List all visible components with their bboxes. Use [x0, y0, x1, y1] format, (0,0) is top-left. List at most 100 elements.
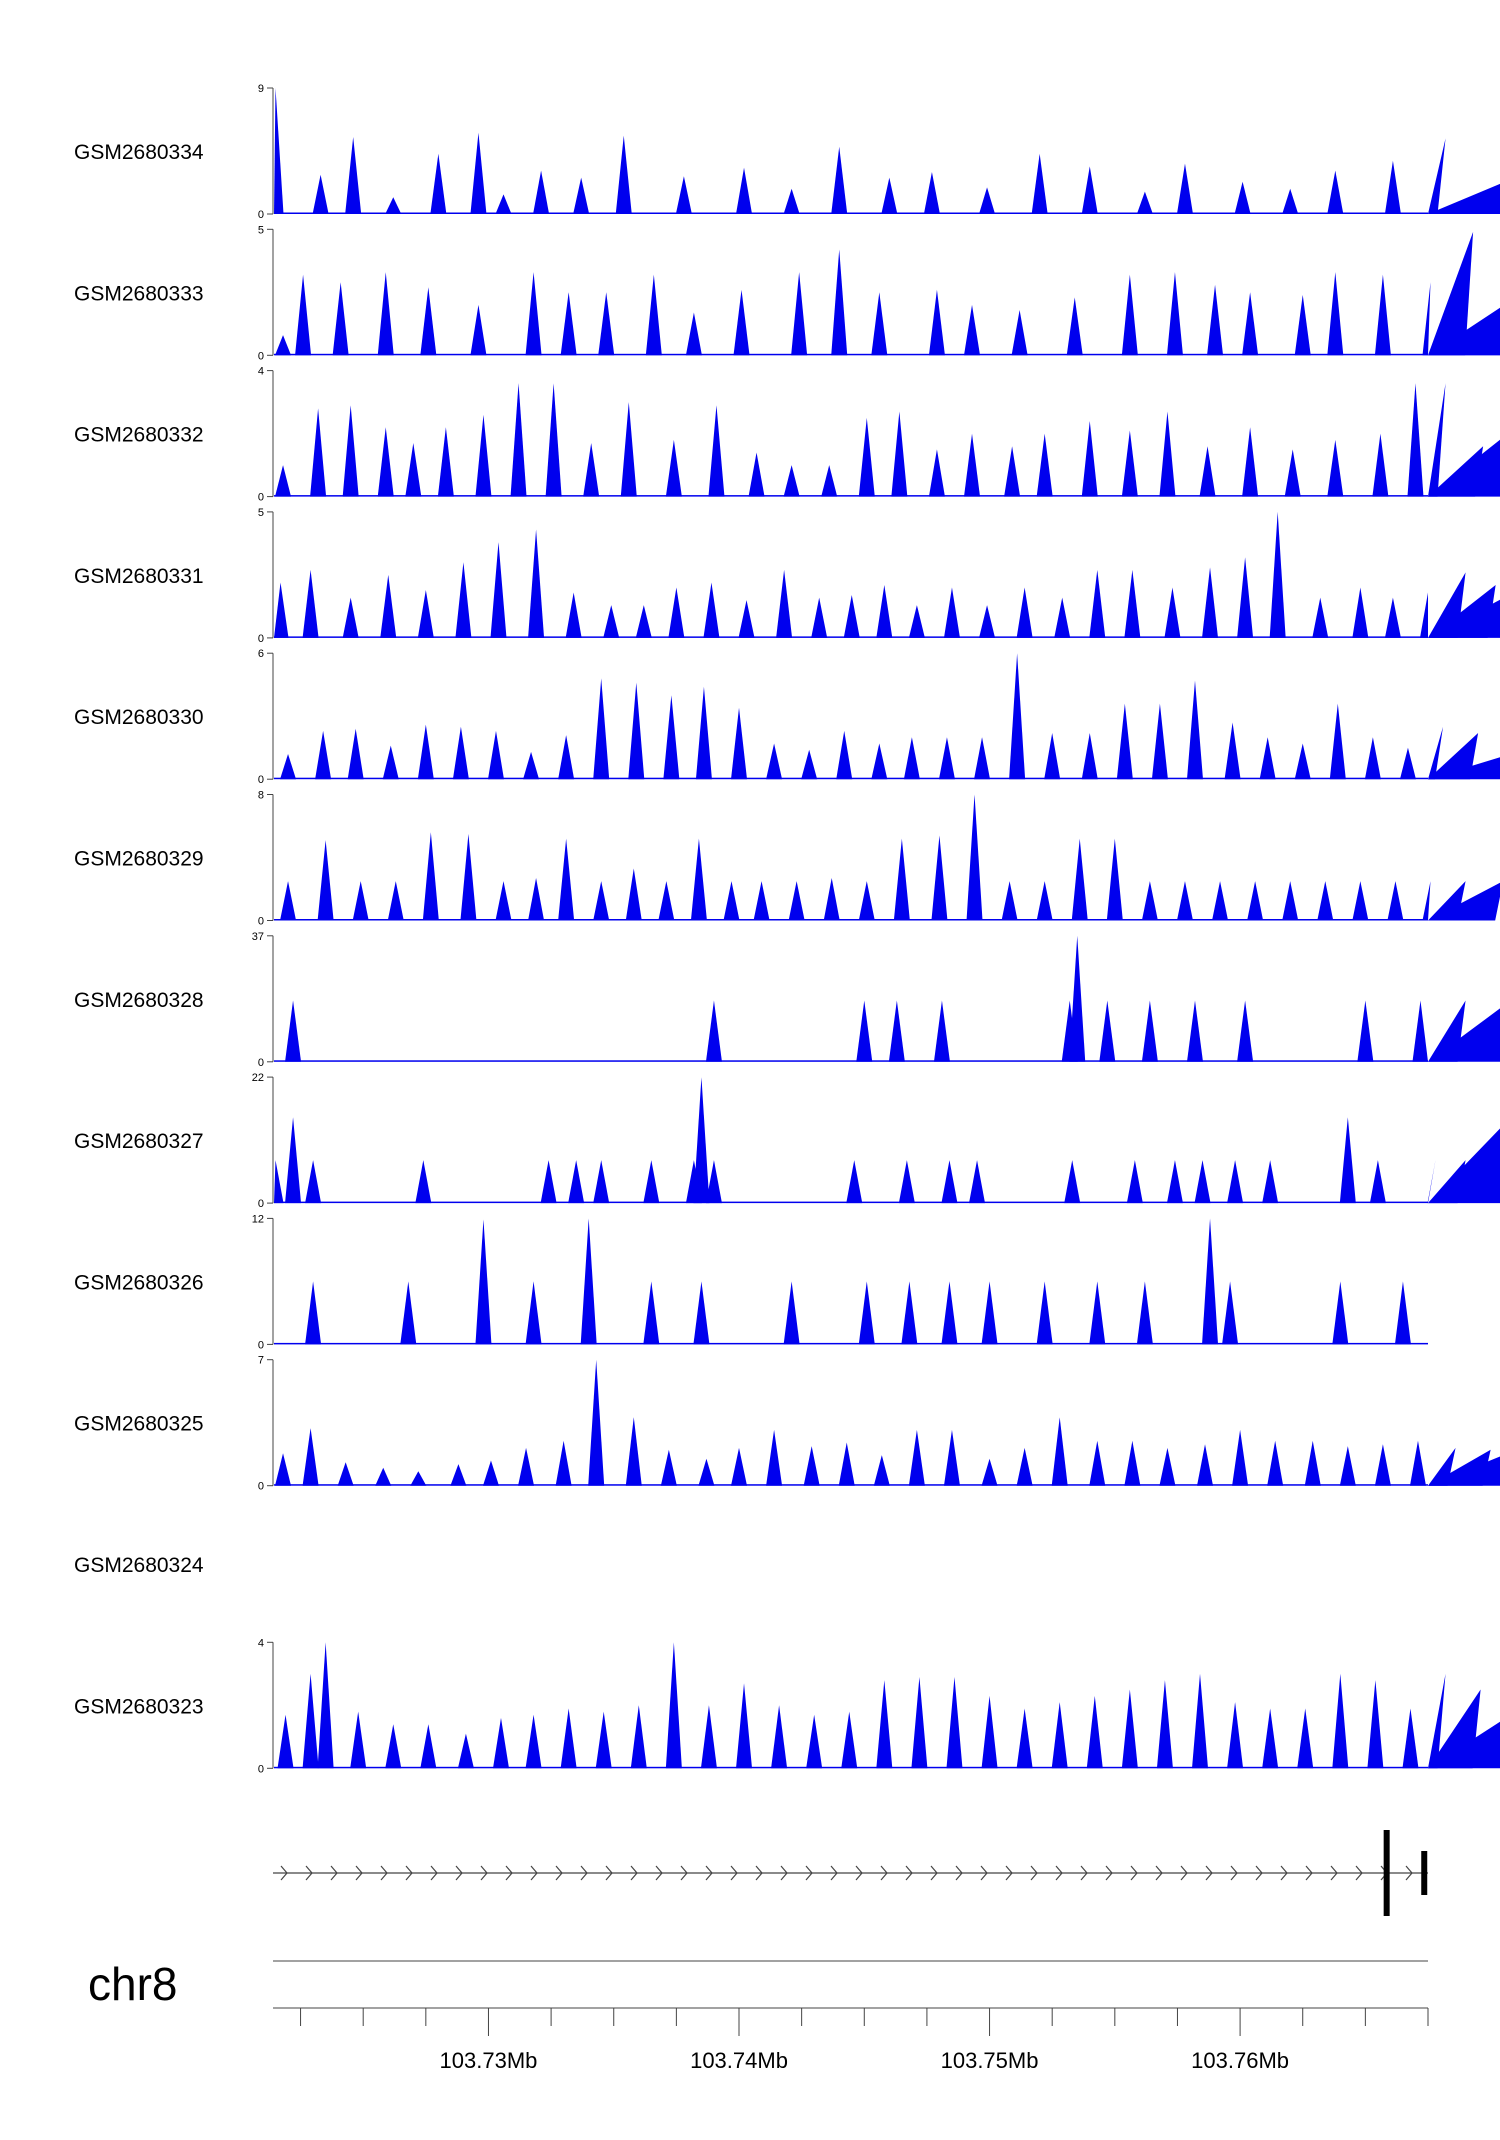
coverage-peak — [736, 1683, 753, 1769]
coverage-peak — [1352, 881, 1369, 921]
strand-arrow — [305, 1865, 313, 1881]
coverage-peak — [274, 582, 289, 638]
track-GSM2680327: GSM2680327 22 0 — [74, 1072, 1500, 1210]
coverage-peak — [665, 1642, 682, 1769]
y-tick-label-min: 0 — [258, 774, 264, 786]
coverage-peak — [643, 1160, 660, 1204]
coverage-peak — [766, 1429, 783, 1486]
coverage-peak — [693, 1077, 710, 1204]
coverage-peak — [430, 153, 447, 214]
strand-arrow — [1255, 1865, 1263, 1881]
coverage-peak — [1282, 188, 1299, 214]
coverage-peak — [1409, 1440, 1426, 1486]
coverage-peak — [753, 881, 770, 921]
coverage-peak — [1197, 1444, 1214, 1486]
coverage-peak — [1141, 1000, 1158, 1062]
coverage-peak — [1384, 597, 1401, 638]
coverage-peak — [821, 465, 838, 497]
strand-arrow — [1155, 1865, 1163, 1881]
y-tick-label-min: 0 — [258, 1057, 264, 1069]
coverage-peak — [1176, 881, 1193, 921]
coverage-peak — [305, 1281, 322, 1345]
coverage-peak — [1166, 1160, 1183, 1204]
coverage-peak — [1009, 653, 1026, 780]
coverage-peak — [1329, 703, 1346, 780]
coverage-peak — [1222, 1281, 1239, 1345]
coverage-peak — [1116, 703, 1133, 780]
coverage-peak — [1237, 1000, 1254, 1062]
coverage-peak — [528, 529, 545, 638]
coverage-peak — [1156, 1680, 1173, 1769]
chromosome-axis: chr8 103.73Mb 103.74Mb 103.75Mb 103.76Mb — [88, 1958, 1429, 2073]
y-tick-label-max: 7 — [258, 1355, 264, 1367]
coverage-peak — [1428, 383, 1446, 497]
chromosome-label: chr8 — [88, 1958, 177, 2010]
coverage-baseline — [274, 919, 1428, 921]
coverage-peak — [1227, 1702, 1244, 1769]
track-label: GSM2680334 — [74, 141, 204, 164]
coverage-peak — [1420, 592, 1428, 638]
coverage-peak — [1089, 1440, 1106, 1486]
strand-arrow — [1205, 1865, 1213, 1881]
coverage-peak — [783, 188, 800, 214]
coverage-peak — [625, 1417, 642, 1486]
coverage-peak — [1428, 733, 1479, 780]
coverage-peak — [417, 590, 434, 638]
coverage-peak — [1428, 882, 1500, 921]
coverage-peak — [831, 249, 848, 356]
coverage-peak — [593, 1160, 610, 1204]
coverage-peak — [1327, 439, 1344, 497]
strand-arrow — [580, 1865, 588, 1881]
strand-arrow — [430, 1865, 438, 1881]
track-GSM2680329: GSM2680329 8 0 — [74, 790, 1500, 928]
y-tick-label-min: 0 — [258, 209, 264, 221]
coverage-peak — [901, 1281, 918, 1345]
coverage-peak — [1367, 1680, 1384, 1769]
coverage-peak — [332, 282, 349, 356]
coverage-peak — [876, 1680, 893, 1769]
coverage-peak — [1121, 430, 1138, 497]
strand-arrow — [705, 1865, 713, 1881]
coverage-peak — [811, 597, 828, 638]
coverage-peak — [893, 838, 910, 921]
coverage-peak — [1016, 1447, 1033, 1486]
coverage-peak — [375, 1467, 392, 1486]
coverage-peak — [1054, 597, 1071, 638]
coverage-peak — [305, 1160, 322, 1204]
coverage-peak — [771, 1705, 788, 1769]
coverage-peak — [1259, 737, 1276, 780]
coverage-peak — [555, 1440, 572, 1486]
coverage-peak — [400, 1281, 417, 1345]
coverage-peak — [568, 1160, 585, 1204]
gene-model-track — [273, 1830, 1428, 1916]
coverage-peak — [510, 383, 527, 497]
coverage-peak — [1269, 511, 1286, 638]
coverage-peak — [801, 749, 818, 780]
coverage-peak — [1428, 757, 1500, 780]
coverage-peak — [274, 88, 284, 214]
coverage-peak — [387, 881, 404, 921]
coverage-peak — [450, 1464, 467, 1486]
coverage-peak — [1237, 557, 1254, 638]
coverage-peak — [337, 1462, 354, 1486]
coordinate-tick-label: 103.75Mb — [941, 2048, 1039, 2073]
track-GSM2680325: GSM2680325 7 0 — [74, 1355, 1500, 1493]
coverage-peak — [873, 1455, 890, 1486]
strand-arrow — [680, 1865, 688, 1881]
coverage-peak — [783, 1281, 800, 1345]
coverage-peak — [540, 1160, 557, 1204]
coverage-peak — [437, 427, 454, 497]
coverage-peak — [1327, 170, 1344, 214]
coverage-peak — [1089, 1281, 1106, 1345]
coverage-peak — [277, 1714, 294, 1769]
coverage-peak — [302, 1428, 319, 1486]
coverage-peak — [495, 881, 512, 921]
coverage-baseline — [274, 495, 1428, 497]
coverage-peak — [736, 167, 753, 214]
coverage-peak — [1332, 1673, 1349, 1769]
strand-arrow — [1405, 1865, 1413, 1881]
strand-arrow — [1355, 1865, 1363, 1881]
y-tick-label-max: 37 — [252, 931, 264, 943]
strand-arrow — [980, 1865, 988, 1881]
coverage-peak — [695, 686, 712, 780]
